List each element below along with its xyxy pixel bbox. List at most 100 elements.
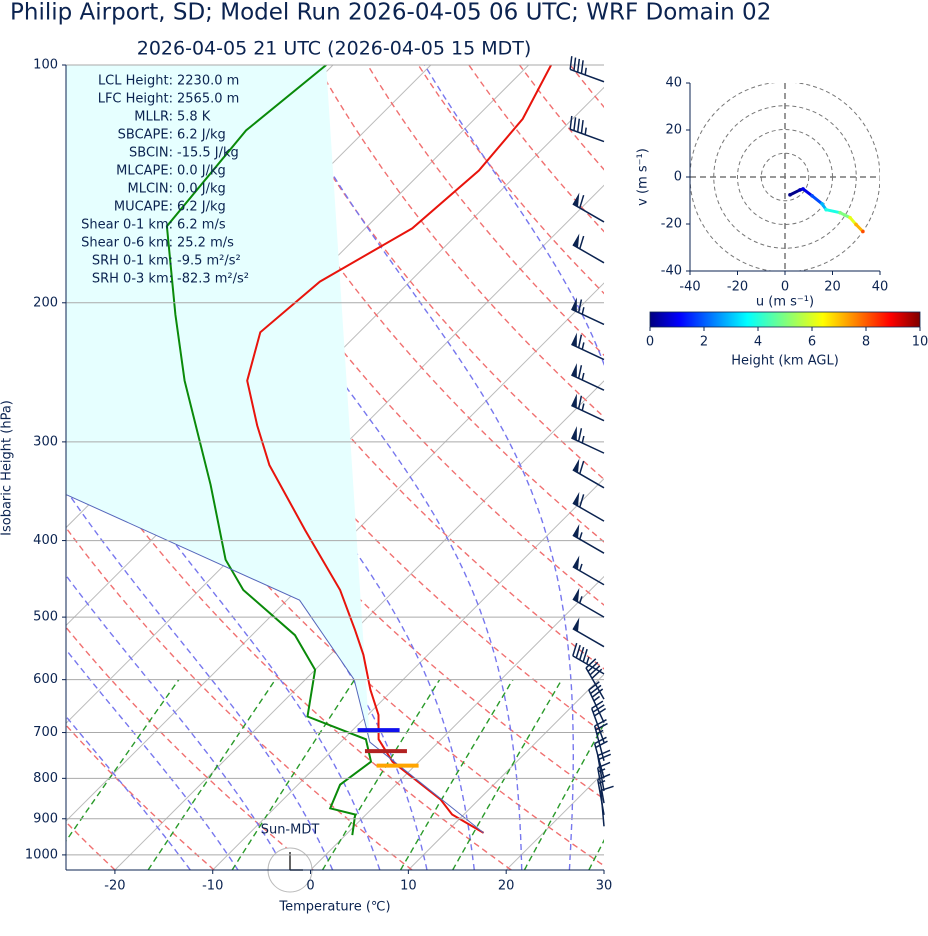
barb-line [572, 642, 578, 657]
colorbar-tick-label: 0 [646, 335, 654, 350]
barb-half [596, 729, 604, 735]
barb-line [591, 700, 604, 710]
range-ring [713, 105, 857, 249]
barb-flag [572, 491, 580, 507]
colorbar-tick-label: 4 [754, 335, 762, 350]
hodograph-point [801, 187, 805, 191]
barb-line [577, 334, 583, 348]
barb-staff [569, 68, 605, 83]
barb-line [579, 194, 585, 209]
isotherm [66, 282, 604, 822]
wind-barb [572, 192, 605, 223]
barb-half [581, 372, 585, 381]
hodograph-segment [824, 208, 842, 215]
annotation-label: SRH 0-3 km: [92, 272, 173, 287]
barb-half [579, 532, 583, 540]
barb-flag [572, 458, 580, 473]
barb-flag [572, 587, 580, 603]
barb-half [581, 403, 585, 411]
x-tick-label: -40 [679, 280, 700, 295]
barb-staff [597, 767, 605, 804]
barb-line [598, 753, 612, 761]
moist-adiabat [66, 715, 191, 870]
wind-barb [572, 523, 605, 554]
barb-line [580, 120, 584, 134]
hodograph-point [820, 201, 824, 206]
annotation-label: SBCAPE: [118, 128, 173, 143]
barb-line [595, 740, 608, 749]
x-tick-label: 0 [306, 879, 314, 894]
x-tick-label: 20 [498, 879, 515, 894]
annotation-value: -15.5 J/kg [177, 146, 239, 161]
barb-half [584, 67, 587, 76]
barb-line [597, 773, 611, 781]
x-tick-label: -10 [202, 879, 223, 894]
barb-line [579, 235, 585, 250]
wind-barb [571, 363, 605, 391]
y-tick-label: 300 [33, 434, 58, 449]
y-tick-label: 400 [33, 533, 58, 548]
colorbar-tick-label: 8 [862, 335, 870, 350]
wind-barb [572, 233, 605, 264]
barb-line [575, 644, 581, 659]
moist-adiabat [154, 65, 523, 870]
dry-adiabat [66, 68, 604, 735]
mixing-ratio-line [147, 679, 276, 870]
wind-barb [585, 658, 605, 700]
x-tick-label: 20 [824, 280, 841, 295]
isotherm [505, 771, 604, 870]
barb-staff [588, 689, 605, 723]
x-axis-label: Temperature (℃) [278, 900, 390, 915]
profile-line [165, 65, 373, 836]
wind-barb [571, 426, 605, 454]
hodograph-point [788, 193, 792, 197]
mixing-ratio-line [231, 679, 356, 870]
wind-barb [572, 642, 605, 675]
isotherm [310, 575, 604, 870]
hodograph-point [838, 210, 842, 215]
dry-adiabat [722, 65, 928, 870]
annotation-value: 6.2 J/kg [177, 128, 226, 143]
barb-line [588, 681, 600, 691]
barb-staff [593, 725, 605, 761]
barb-flag [571, 297, 577, 312]
isotherm [408, 673, 604, 870]
annotation-label: Shear 0-6 km: [81, 236, 173, 251]
x-axis-label: u (m s⁻¹) [756, 295, 814, 310]
hodograph-point [824, 207, 828, 212]
annotation-value: -82.3 m²/s² [177, 272, 249, 287]
y-tick-label: 600 [33, 672, 58, 687]
y-tick-label: 1000 [25, 847, 58, 862]
wind-barb [571, 332, 605, 361]
y-tick-label: 800 [33, 771, 58, 786]
wind-barb [593, 719, 608, 761]
isotherm [800, 65, 928, 870]
mixing-ratio-line [399, 679, 514, 870]
dry-adiabat [468, 65, 604, 233]
barb-half [581, 342, 585, 350]
barb-line [582, 648, 588, 663]
dry-adiabat [66, 526, 413, 870]
barb-line [590, 684, 602, 695]
y-axis-label: v (m s⁻¹) [636, 148, 651, 206]
hodograph-point [854, 222, 858, 227]
moist-adiabat [66, 488, 334, 870]
annotation-value: 25.2 m/s [177, 236, 234, 251]
barb-line [579, 460, 585, 475]
y-tick-label: -20 [661, 217, 682, 232]
wind-barb [572, 555, 605, 586]
barb-line [569, 115, 573, 130]
wind-barb [590, 700, 607, 743]
barb-line [597, 761, 611, 769]
cape-shading [66, 65, 370, 743]
barb-flag [572, 523, 580, 539]
wind-barb [571, 393, 605, 422]
dry-adiabat [215, 65, 604, 543]
barb-line [577, 428, 583, 442]
barb-line [595, 722, 608, 731]
annotation-value: 2230.0 m [177, 74, 239, 89]
chart-title: Philip Airport, SD; Model Run 2026-04-05… [10, 0, 771, 26]
profiles [66, 65, 552, 836]
annotation-label: Shear 0-1 km: [81, 218, 173, 233]
x-tick-label: -20 [727, 280, 748, 295]
